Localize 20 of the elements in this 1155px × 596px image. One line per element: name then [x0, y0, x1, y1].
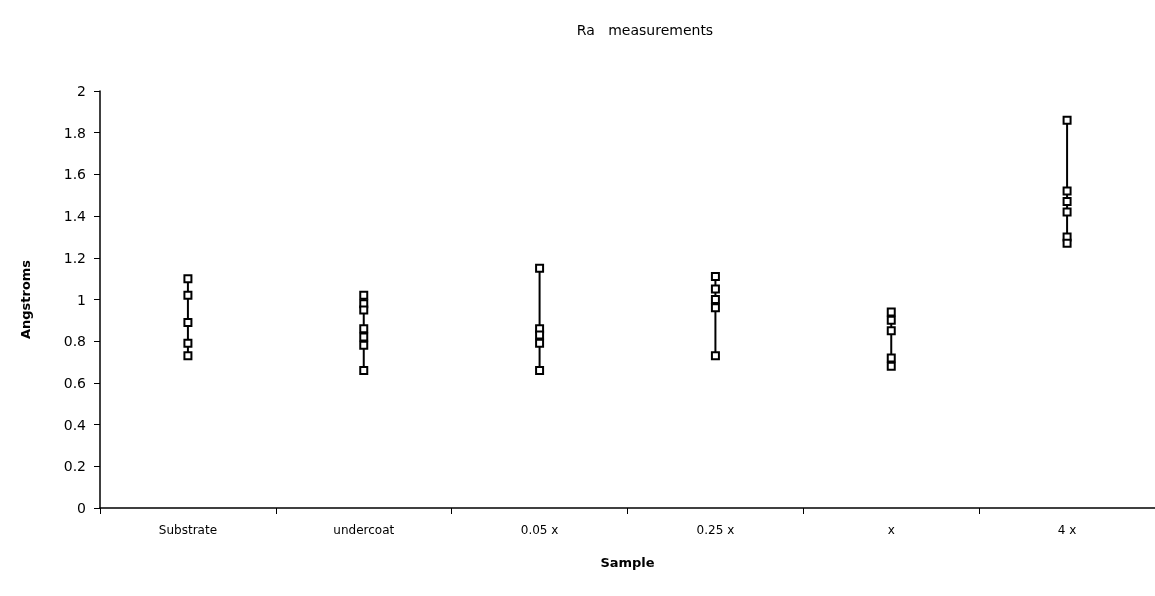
y-tick-label: 1: [77, 291, 86, 308]
y-tick-label: 2: [77, 83, 86, 99]
y-tick-label: 1.4: [63, 208, 87, 225]
y-tick-label: 0: [77, 500, 86, 516]
y-tick-label: 0.6: [63, 374, 87, 391]
y-tick-label: 1.6: [63, 166, 87, 183]
x-tick-label: 0.25 x: [696, 523, 735, 537]
x-axis-title: Sample: [600, 555, 655, 570]
y-tick-label: 1.8: [63, 124, 86, 141]
x-tick-label: 4 x: [1057, 523, 1077, 537]
y-tick-label: 0.4: [63, 416, 87, 433]
y-tick-label: 1.2: [63, 249, 86, 266]
y-tick-label: 0.8: [63, 333, 86, 350]
x-tick-label: x: [887, 523, 895, 537]
x-tick-label: Substrate: [158, 523, 217, 537]
x-tick-label: undercoat: [333, 523, 395, 537]
y-axis-title: Angstroms: [18, 259, 33, 340]
chart-title: Ra measurements: [576, 22, 714, 38]
x-tick-label: 0.05 x: [520, 523, 559, 537]
y-tick-label: 0.2: [63, 458, 86, 475]
